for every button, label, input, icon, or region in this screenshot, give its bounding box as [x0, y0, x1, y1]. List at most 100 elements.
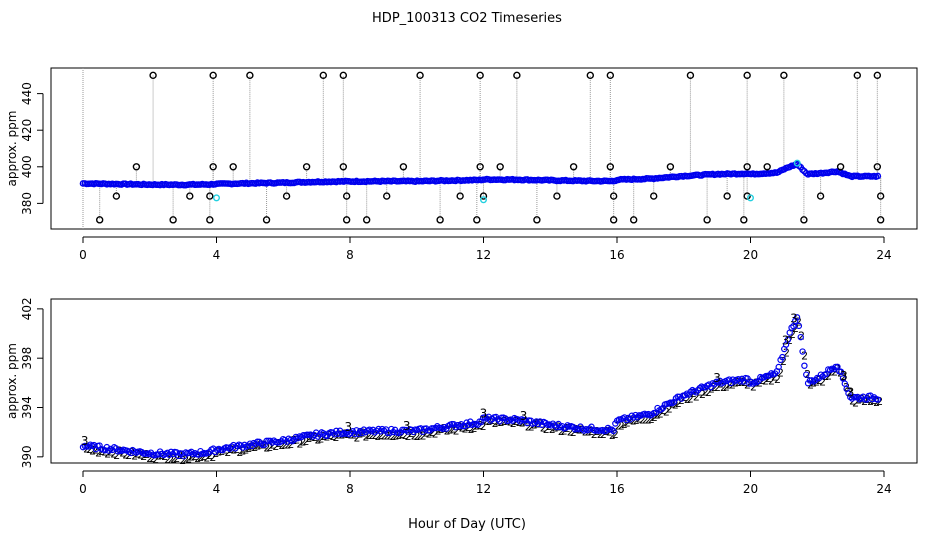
data-point-marker: 2 [432, 428, 439, 441]
outlier-point [339, 163, 348, 171]
data-point-marker: 2 [95, 446, 102, 459]
data-point-marker: 2 [504, 414, 511, 427]
outlier-point [246, 71, 254, 80]
data-point-marker: 2 [393, 430, 400, 443]
cyan-point [747, 194, 755, 202]
data-point-marker: 2 [591, 428, 598, 441]
outlier-point [743, 71, 751, 80]
x-tick-label: 24 [876, 248, 891, 262]
outlier-point [399, 163, 408, 171]
data-point-marker: 2 [281, 438, 288, 451]
x-tick-label: 0 [79, 248, 87, 262]
data-point [496, 418, 503, 425]
cyan-point [212, 194, 220, 202]
data-point-marker: 2 [837, 366, 844, 379]
data-point-marker: 2 [152, 453, 159, 466]
data-point [839, 375, 847, 382]
data-point-marker: 2 [846, 386, 853, 399]
data-point-marker: 2 [287, 438, 294, 451]
data-point-marker: 2 [642, 413, 649, 426]
data-point-marker: 2 [179, 454, 186, 467]
x-tick-label: 8 [346, 248, 354, 262]
data-point-marker: 2 [783, 346, 790, 359]
data-point [867, 392, 874, 399]
data-point-marker: 2 [600, 428, 607, 441]
outlier-point [763, 163, 771, 171]
outlier-point [342, 192, 351, 200]
data-point [628, 412, 636, 419]
data-point-marker: 2 [543, 423, 550, 436]
data-point-marker: 2 [320, 430, 327, 443]
outlier-point [302, 163, 311, 171]
data-point [874, 396, 882, 403]
outlier-point [229, 163, 237, 171]
data-point-marker: 2 [212, 447, 219, 460]
data-point-marker: 2 [242, 443, 249, 456]
data-point [775, 363, 782, 371]
outlier-point [169, 216, 177, 224]
data-point [103, 443, 111, 451]
y-tick-label: 420 [20, 119, 34, 142]
y-axis-label: approx. ppm [5, 111, 19, 187]
data-point [461, 422, 469, 430]
data-point-marker: 2 [741, 376, 748, 389]
data-point-marker: 2 [540, 422, 547, 435]
outlier-point [666, 163, 675, 171]
outlier-point [723, 192, 731, 200]
outlier-point [800, 216, 808, 224]
data-point-marker: 2 [780, 355, 787, 368]
data-point-marker: 2 [435, 425, 442, 438]
outlier-point [362, 216, 371, 224]
data-point [551, 422, 558, 429]
outlier-point [876, 192, 885, 200]
data-point-marker: 2 [750, 381, 757, 394]
data-point [331, 431, 338, 438]
data-point [803, 371, 810, 378]
data-point-marker: 2 [248, 440, 255, 453]
data-point [105, 447, 112, 454]
outlier-point [873, 71, 882, 80]
data-point-marker: 3 [713, 371, 721, 385]
data-point-marker: 2 [702, 385, 709, 398]
data-point-marker: 2 [486, 415, 493, 428]
data-point [373, 427, 380, 434]
data-point-marker: 2 [492, 417, 499, 430]
outlier-point [132, 163, 141, 171]
data-point-marker: 2 [792, 322, 799, 335]
data-point [815, 374, 823, 382]
outlier-point [206, 192, 214, 200]
data-point [536, 418, 544, 425]
data-point [799, 348, 806, 355]
data-point-marker: 2 [387, 430, 394, 443]
outlier-point [553, 192, 561, 200]
data-point [727, 379, 735, 387]
data-point [801, 362, 808, 369]
y-tick-label: 394 [20, 396, 34, 419]
data-point-marker: 3 [840, 369, 848, 383]
data-point [784, 336, 792, 343]
outlier-point [112, 192, 121, 200]
data-point-marker: 2 [366, 429, 373, 442]
data-point-marker: 2 [275, 437, 282, 450]
outlier-point [629, 216, 638, 224]
data-point [85, 443, 92, 450]
outlier-point [743, 163, 751, 171]
data-point-marker: 2 [170, 453, 177, 466]
data-point-marker: 2 [693, 390, 700, 403]
data-point-marker: 2 [185, 452, 192, 465]
plot-frame [50, 67, 918, 230]
data-point-marker: 2 [122, 449, 129, 462]
data-point-marker: 2 [354, 431, 361, 444]
data-point-marker: 2 [762, 374, 769, 387]
data-point-marker: 2 [648, 413, 655, 426]
data-point [795, 322, 803, 330]
data-point-marker: 2 [251, 441, 258, 454]
outlier-point [853, 71, 861, 80]
data-point-marker: 3 [520, 409, 528, 423]
outlier-point [476, 71, 484, 80]
data-point-marker: 2 [194, 452, 201, 465]
data-point-marker: 2 [570, 426, 577, 439]
data-point-marker: 2 [840, 371, 847, 384]
data-point-marker: 2 [819, 376, 826, 389]
